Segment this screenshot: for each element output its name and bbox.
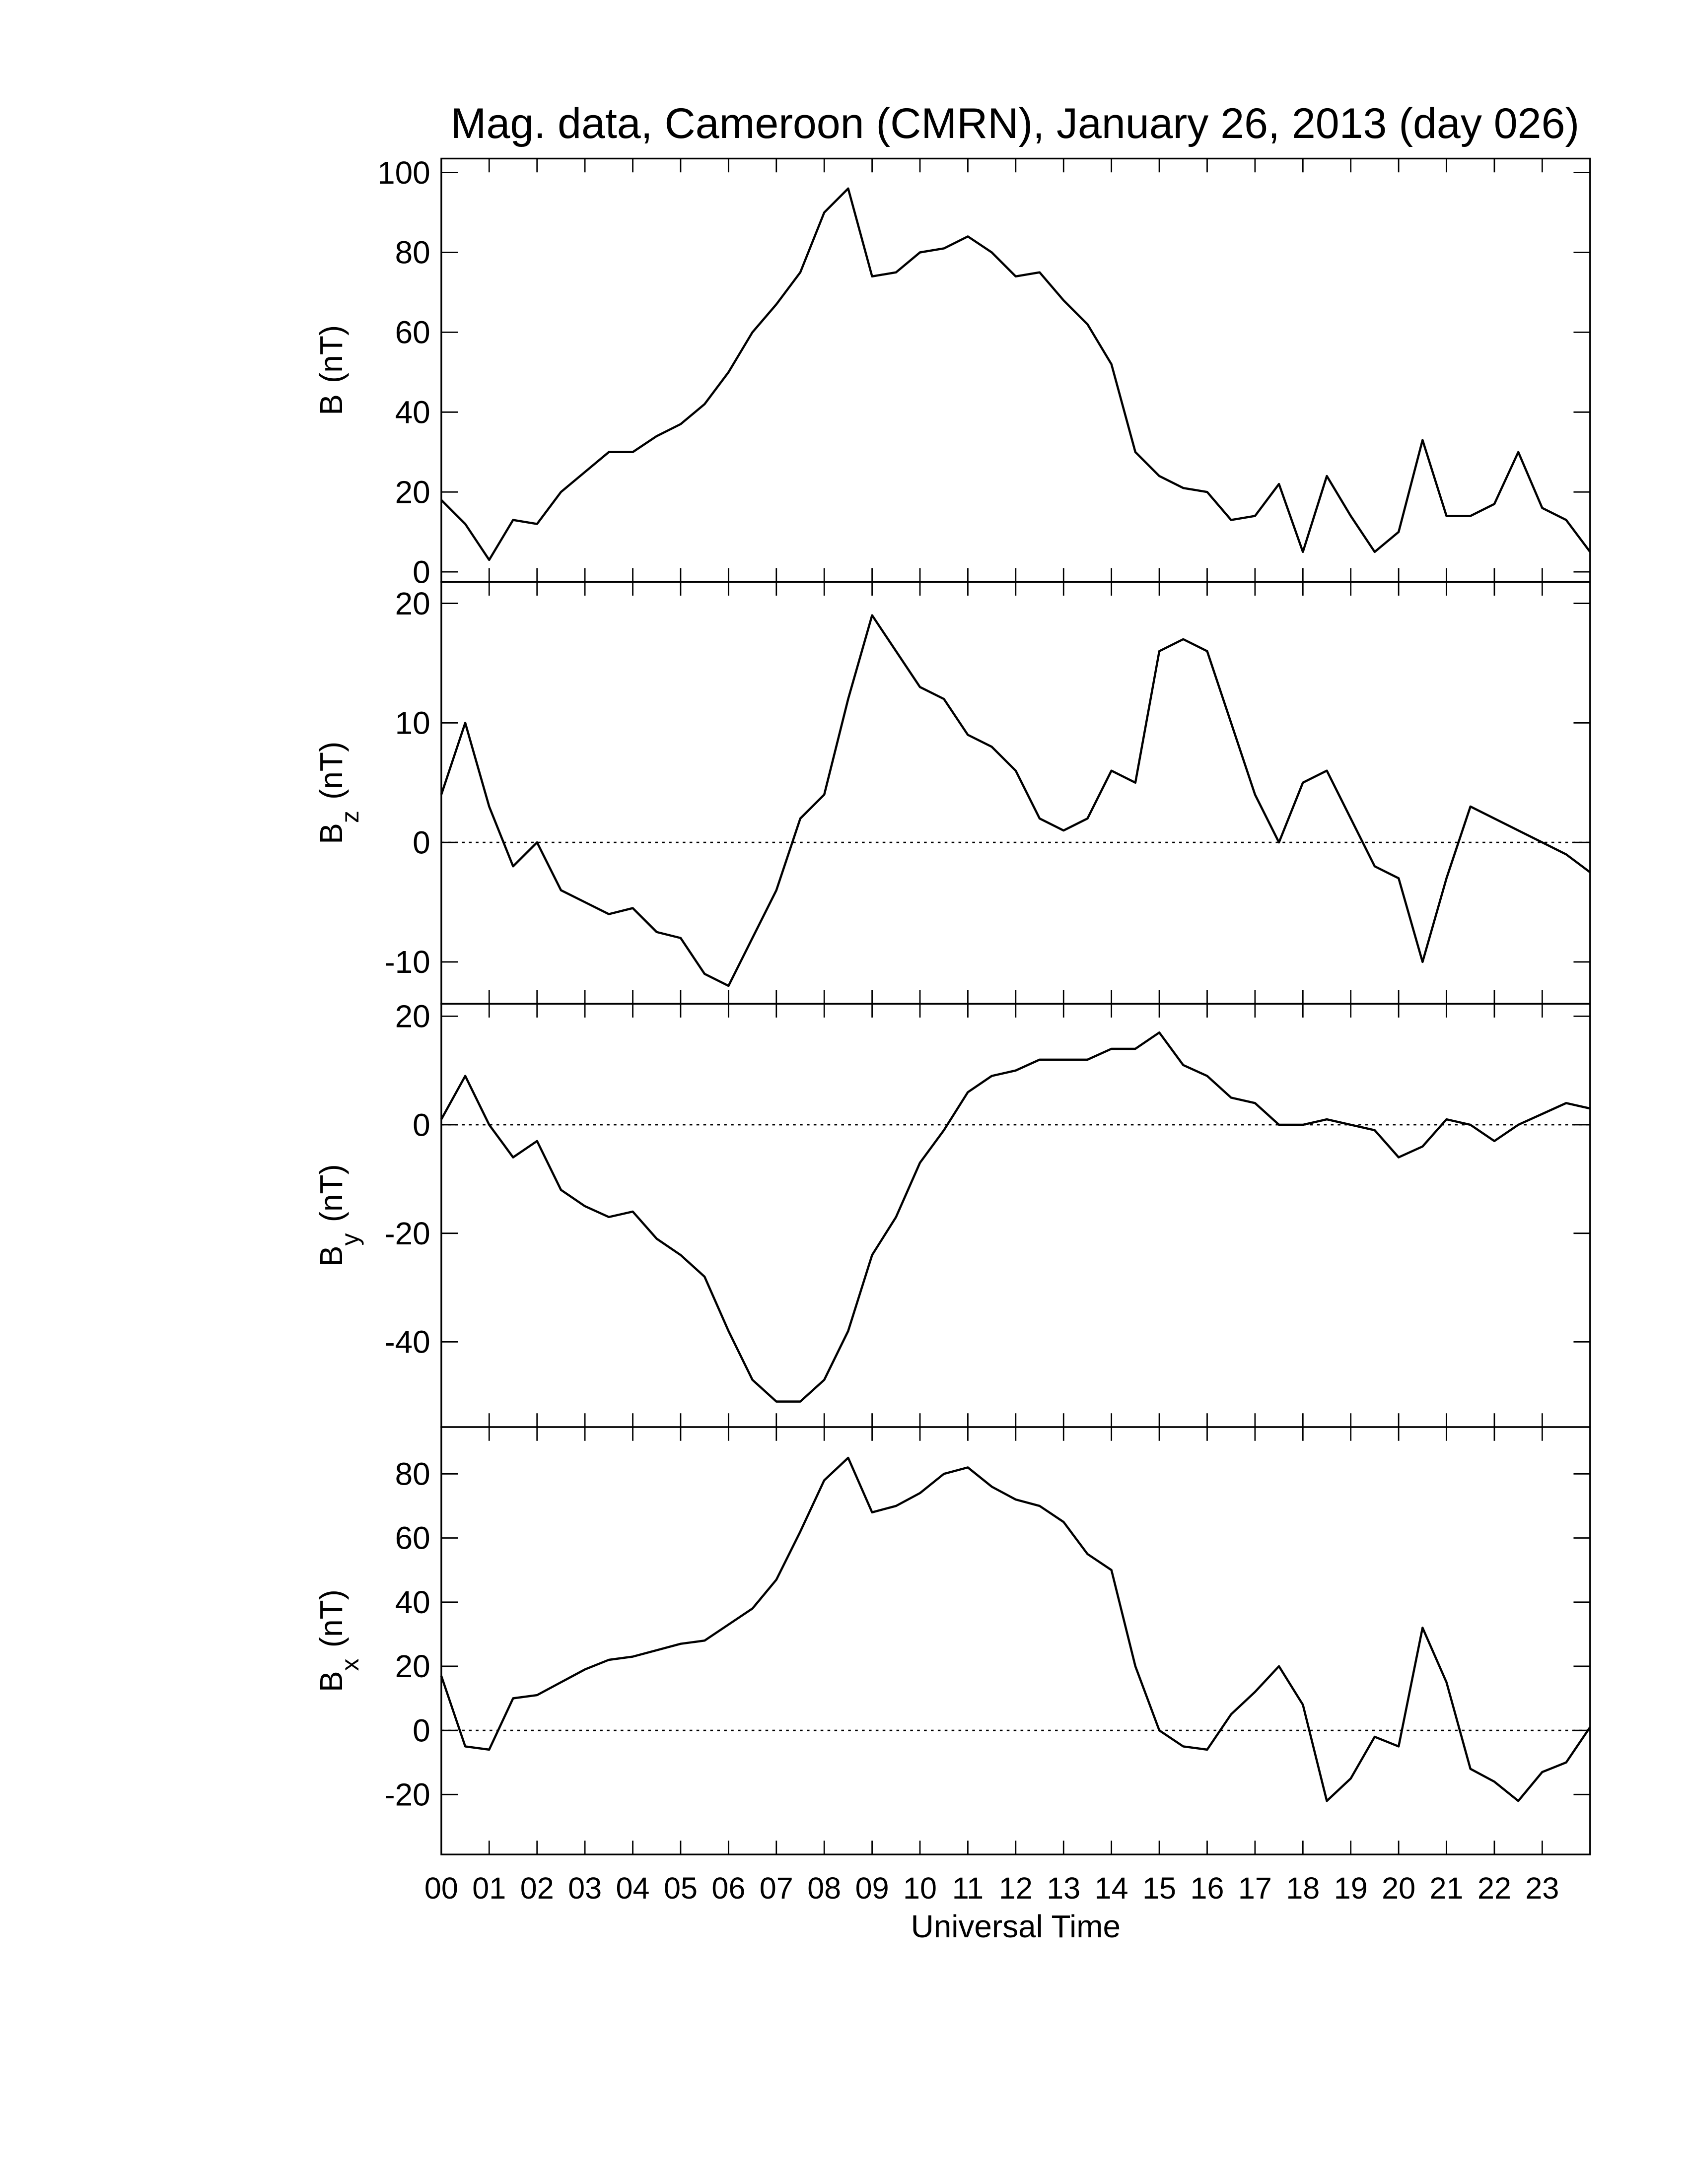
y-tick-label: 0 xyxy=(413,824,430,860)
x-tick-label: 05 xyxy=(664,1871,698,1905)
x-tick-label: 15 xyxy=(1142,1871,1176,1905)
plot-frame xyxy=(440,1426,1591,1855)
y-axis-label: B (nT) xyxy=(313,325,349,415)
y-label-subscript: z xyxy=(336,811,364,823)
x-tick-label: 01 xyxy=(472,1871,506,1905)
x-axis-label: Universal Time xyxy=(911,1909,1121,1944)
x-tick-label: 08 xyxy=(807,1871,841,1905)
data-line xyxy=(440,614,1591,987)
x-tick-label: 14 xyxy=(1095,1871,1128,1905)
plot-frame xyxy=(440,581,1591,1005)
x-tick-label: 11 xyxy=(952,1871,984,1905)
x-tick-label: 02 xyxy=(520,1871,554,1905)
y-tick-label: 0 xyxy=(413,554,430,590)
y-tick-label: 10 xyxy=(395,705,430,741)
y-tick-label: 20 xyxy=(395,1648,430,1684)
x-tick-label: 18 xyxy=(1286,1871,1320,1905)
y-label-unit: (nT) xyxy=(313,1589,349,1647)
y-tick-label: 40 xyxy=(395,395,430,430)
x-tick-label: 04 xyxy=(616,1871,650,1905)
y-tick-label: -20 xyxy=(384,1216,430,1251)
data-line xyxy=(440,187,1591,561)
x-tick-label: 22 xyxy=(1477,1871,1511,1905)
y-axis-label: Bx (nT) xyxy=(313,1589,364,1692)
x-tick-label: 20 xyxy=(1382,1871,1415,1905)
y-tick-label: 80 xyxy=(395,1456,430,1492)
y-tick-label: 80 xyxy=(395,235,430,271)
x-tick-label: 13 xyxy=(1047,1871,1080,1905)
y-tick-label: 60 xyxy=(395,1520,430,1556)
x-tick-label: 23 xyxy=(1525,1871,1559,1905)
y-label-base: B xyxy=(313,1245,349,1267)
y-label-base: B xyxy=(313,823,349,844)
y-tick-label: 40 xyxy=(395,1584,430,1620)
y-tick-label: 20 xyxy=(395,586,430,621)
y-label-unit: (nT) xyxy=(313,325,349,383)
y-tick-label: 100 xyxy=(377,155,430,191)
y-label-base: B xyxy=(313,1671,349,1692)
y-tick-label: 0 xyxy=(413,1107,430,1143)
data-line xyxy=(440,1456,1591,1802)
x-tick-label: 03 xyxy=(568,1871,602,1905)
x-tick-label: 19 xyxy=(1334,1871,1368,1905)
x-tick-label: 07 xyxy=(760,1871,793,1905)
y-tick-label: -10 xyxy=(384,944,430,980)
y-tick-label: 20 xyxy=(395,474,430,510)
y-tick-label: -40 xyxy=(384,1324,430,1360)
y-tick-label: -20 xyxy=(384,1777,430,1813)
x-tick-label: 21 xyxy=(1430,1871,1464,1905)
x-tick-label: 10 xyxy=(903,1871,937,1905)
y-axis-label: By (nT) xyxy=(313,1164,364,1267)
x-tick-label: 00 xyxy=(424,1871,458,1905)
x-tick-label: 12 xyxy=(999,1871,1033,1905)
y-label-unit: (nT) xyxy=(313,742,349,800)
x-tick-label: 09 xyxy=(855,1871,889,1905)
x-tick-label: 17 xyxy=(1238,1871,1272,1905)
x-tick-label: 16 xyxy=(1190,1871,1224,1905)
x-tick-label: 06 xyxy=(711,1871,745,1905)
y-tick-label: 0 xyxy=(413,1712,430,1748)
y-label-subscript: x xyxy=(336,1658,364,1671)
y-tick-label: 20 xyxy=(395,999,430,1034)
y-axis-label: Bz (nT) xyxy=(313,742,364,844)
plot-frame xyxy=(440,157,1591,583)
y-label-subscript: y xyxy=(336,1233,364,1245)
y-label-base: B xyxy=(313,394,349,415)
chart-title: Mag. data, Cameroon (CMRN), January 26, … xyxy=(451,100,1579,147)
y-label-unit: (nT) xyxy=(313,1164,349,1222)
y-tick-label: 60 xyxy=(395,315,430,350)
data-line xyxy=(440,1031,1591,1403)
